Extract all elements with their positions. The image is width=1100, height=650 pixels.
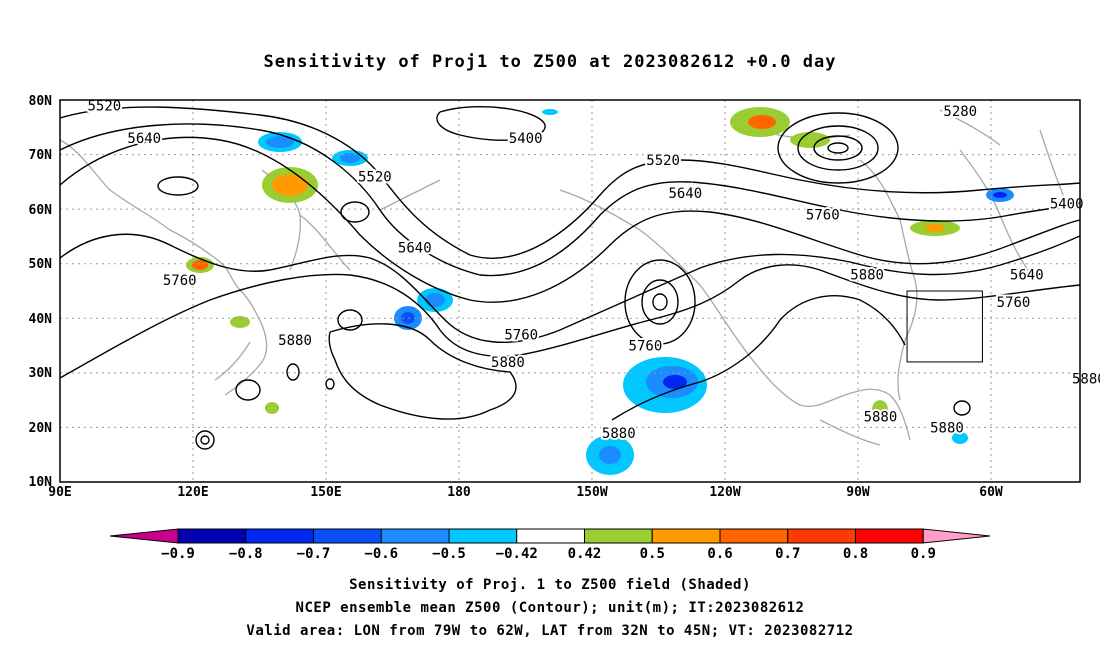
plot-title: Sensitivity of Proj1 to Z500 at 20230826… xyxy=(264,52,837,72)
colorbar: −0.9 −0.8 −0.7 −0.6 −0.5 −0.42 0.42 0.5 0.6 0.7 0.… xyxy=(109,528,991,562)
contour-label: 5520 xyxy=(87,98,121,114)
caption-valid-area: Valid area: LON from 79W to 62W, LAT fro… xyxy=(246,623,853,639)
contour-label: 5880 xyxy=(1072,371,1100,387)
contour-label: 5280 xyxy=(943,104,977,120)
colorbar-box xyxy=(516,528,585,544)
contour-label: 5880 xyxy=(491,355,525,371)
colorbar-label: −0.6 xyxy=(364,546,398,562)
lat-axis-labels: 80N 70N 60N 50N 40N 30N 20N 10N xyxy=(29,94,53,490)
colorbar-boxes xyxy=(177,528,924,544)
footer-captions: Sensitivity of Proj. 1 to Z500 field (Sh… xyxy=(246,577,853,639)
contour-label: 5880 xyxy=(850,268,884,284)
colorbar-label: −0.7 xyxy=(297,546,331,562)
lat-label: 80N xyxy=(29,94,53,109)
map-frame xyxy=(59,99,1081,483)
lat-label: 70N xyxy=(29,148,53,163)
colorbar-label: 0.42 xyxy=(568,546,602,562)
colorbar-box xyxy=(177,528,247,544)
contour-label: 5880 xyxy=(278,333,312,349)
colorbar-low-end xyxy=(109,528,179,544)
lon-axis-labels: 90E 120E 150E 180 150W 120W 90W 60W xyxy=(48,485,1003,500)
lon-label: 150W xyxy=(576,485,607,500)
lon-label: 180 xyxy=(447,485,471,500)
lat-label: 40N xyxy=(29,312,53,327)
contour-label: 5400 xyxy=(1050,197,1084,213)
colorbar-label: 0.8 xyxy=(843,546,868,562)
contour-label: 5400 xyxy=(509,131,543,147)
lon-label: 60W xyxy=(979,485,1003,500)
contour-label: 5880 xyxy=(930,420,964,436)
colorbar-box xyxy=(380,528,450,544)
lat-label: 50N xyxy=(29,257,53,272)
lon-label: 120E xyxy=(177,485,208,500)
caption-contour: NCEP ensemble mean Z500 (Contour); unit(… xyxy=(296,600,805,616)
contour-label: 5640 xyxy=(127,131,161,147)
colorbar-box xyxy=(584,528,653,544)
colorbar-label: 0.7 xyxy=(775,546,800,562)
caption-shaded: Sensitivity of Proj. 1 to Z500 field (Sh… xyxy=(349,577,751,593)
colorbar-label: −0.5 xyxy=(432,546,466,562)
contour-label: 5520 xyxy=(646,153,680,169)
lon-label: 120W xyxy=(709,485,740,500)
contour-label: 5880 xyxy=(864,410,898,426)
colorbar-box xyxy=(651,528,721,544)
colorbar-label: −0.9 xyxy=(161,546,195,562)
colorbar-box xyxy=(448,528,518,544)
contour-label: 5760 xyxy=(806,208,840,224)
contour-labels: 5520 5640 5400 5520 5520 5640 5280 5400 5760 5640… xyxy=(85,96,1100,443)
lon-label: 90E xyxy=(48,485,71,500)
colorbar-label: −0.8 xyxy=(229,546,263,562)
colorbar-labels: −0.9 −0.8 −0.7 −0.6 −0.5 −0.42 0.42 0.5 0.6 0.7 0.… xyxy=(161,546,936,562)
lat-label: 20N xyxy=(29,421,53,436)
contour-label: 5640 xyxy=(1010,268,1044,284)
map-panel: 5520 5640 5400 5520 5520 5640 5280 5400 5760 5640… xyxy=(29,94,1100,500)
colorbar-box xyxy=(245,528,314,544)
valid-area-box xyxy=(906,290,983,363)
colorbar-box xyxy=(313,528,382,544)
contour-label: 5760 xyxy=(629,339,663,355)
lon-label: 90W xyxy=(846,485,870,500)
lat-label: 10N xyxy=(29,475,53,490)
colorbar-label: 0.5 xyxy=(640,546,665,562)
contour-label: 5640 xyxy=(668,186,702,202)
contour-label: 5760 xyxy=(997,295,1031,311)
colorbar-label: −0.42 xyxy=(496,546,538,562)
colorbar-box xyxy=(787,528,856,544)
contour-label: 5760 xyxy=(504,328,538,344)
colorbar-box xyxy=(855,528,924,544)
lat-label: 60N xyxy=(29,203,53,218)
colorbar-high-end xyxy=(922,528,991,544)
lon-label: 150E xyxy=(310,485,341,500)
z500-contours xyxy=(59,106,1081,450)
colorbar-box xyxy=(719,528,789,544)
contour-label: 5640 xyxy=(398,240,432,256)
sensitivity-shading xyxy=(186,107,1014,475)
lat-label: 30N xyxy=(29,366,53,381)
contour-label: 5520 xyxy=(358,169,392,185)
colorbar-label: 0.6 xyxy=(707,546,732,562)
colorbar-label: 0.9 xyxy=(911,546,936,562)
contour-label: 5760 xyxy=(163,273,197,289)
contour-label: 5880 xyxy=(602,426,636,442)
